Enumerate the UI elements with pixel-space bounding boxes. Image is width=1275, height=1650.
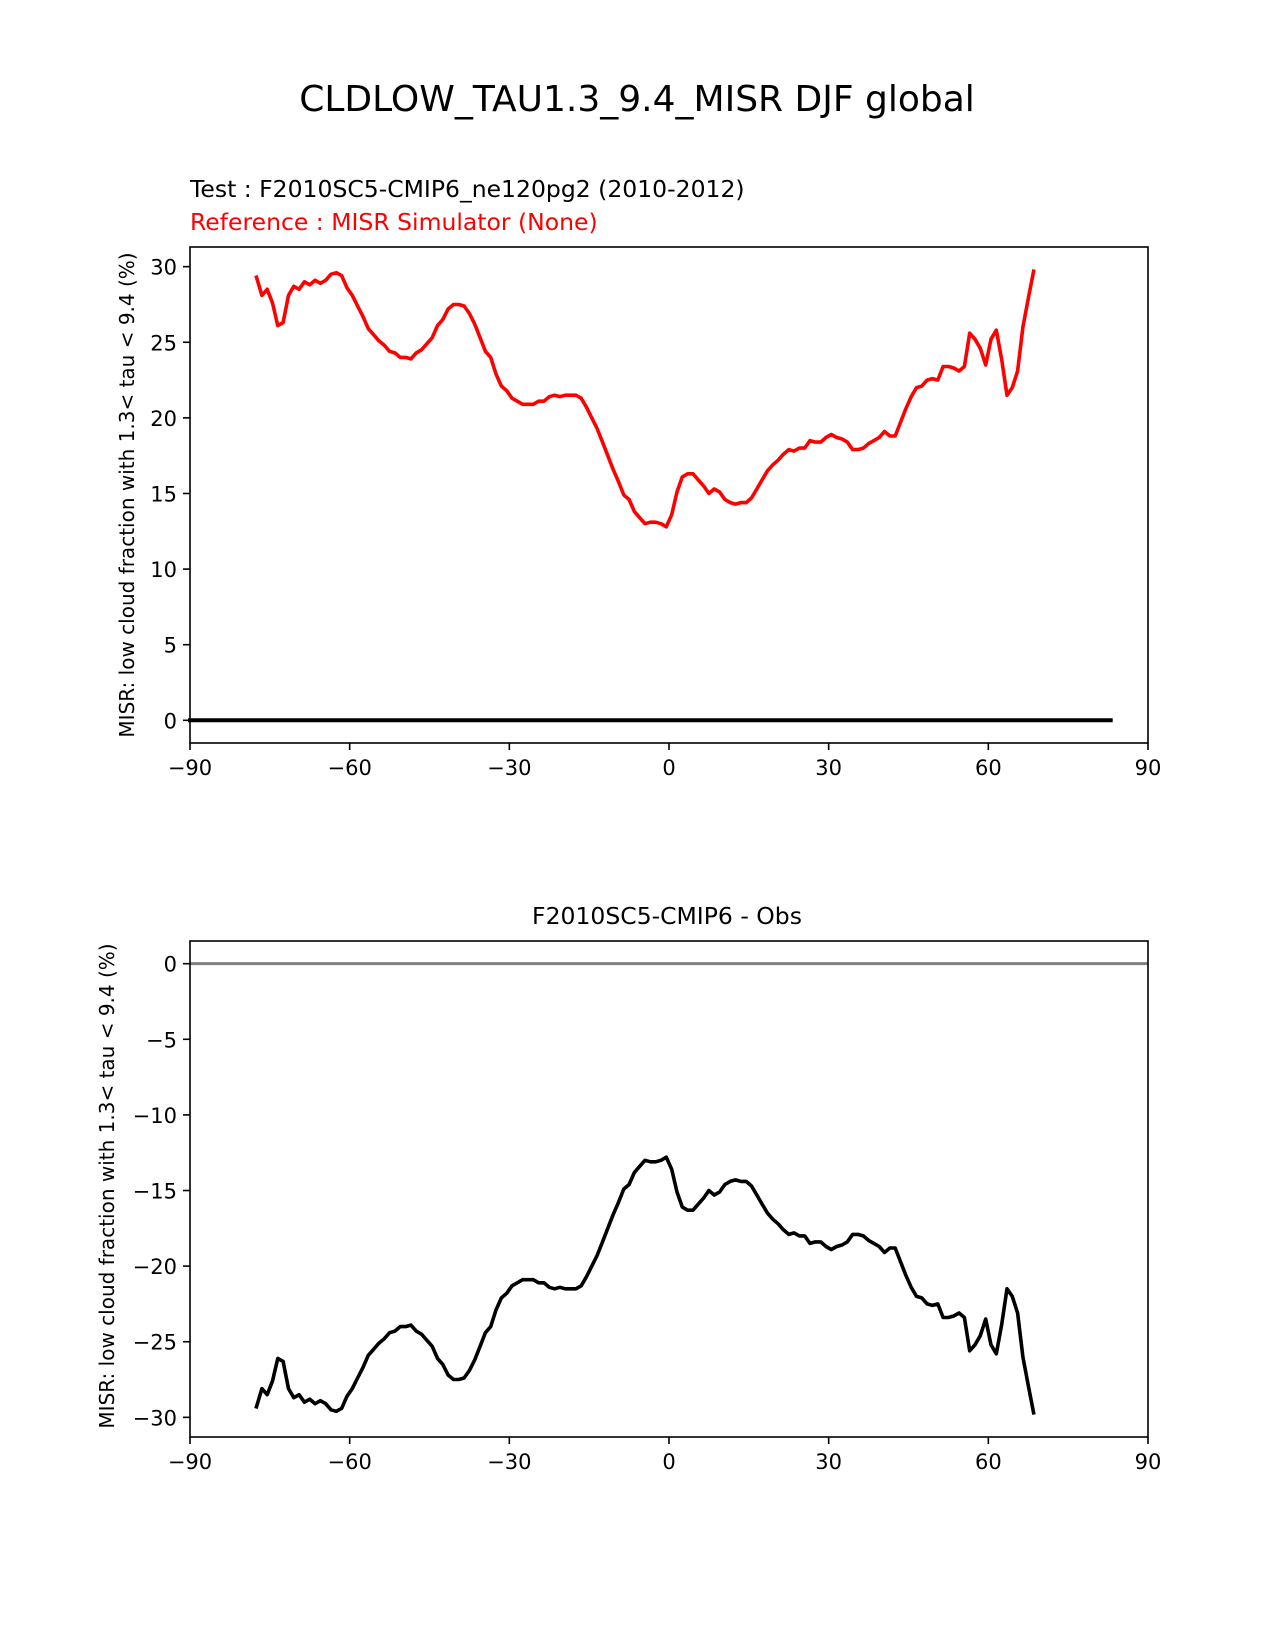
x-tick-label: 30 xyxy=(815,1450,842,1474)
top-panel: Test : F2010SC5-CMIP6_ne120pg2 (2010-201… xyxy=(115,175,1161,780)
y-tick-label: 5 xyxy=(164,634,177,658)
x-tick-label: −30 xyxy=(487,756,531,780)
x-tick-label: −90 xyxy=(168,756,212,780)
reference-label: Reference : MISR Simulator (None) xyxy=(190,208,598,236)
x-tick-label: 90 xyxy=(1135,1450,1162,1474)
y-tick-label: −15 xyxy=(133,1180,177,1204)
y-tick-label: 0 xyxy=(164,953,177,977)
top-plot-area: −90 −60 −30 0 30 60 90 0 5 10 15 20 25 30 xyxy=(150,246,1162,780)
x-tick-label: −90 xyxy=(168,1450,212,1474)
bottom-y-axis-label: MISR: low cloud fraction with 1.3< tau <… xyxy=(95,943,119,1428)
axes-frame xyxy=(189,940,1149,1438)
x-tick-label: 0 xyxy=(662,756,675,780)
y-tick-label: 15 xyxy=(150,482,177,506)
axes-frame xyxy=(189,246,1149,744)
y-tick-label: 0 xyxy=(164,709,177,733)
y-tick-label: 25 xyxy=(150,331,177,355)
bottom-panel-title: F2010SC5-CMIP6 - Obs xyxy=(532,902,802,930)
x-tick-label: 0 xyxy=(662,1450,675,1474)
x-tick-label: −60 xyxy=(328,756,372,780)
y-tick-label: 20 xyxy=(150,407,177,431)
y-tick-label: −25 xyxy=(133,1331,177,1355)
y-tick-label: −5 xyxy=(146,1028,177,1052)
y-tick-label: −30 xyxy=(133,1406,177,1430)
y-tick-label: 30 xyxy=(150,256,177,280)
top-y-axis-label: MISR: low cloud fraction with 1.3< tau <… xyxy=(115,252,139,737)
difference-series-line xyxy=(254,1155,1036,1415)
y-tick-label: 10 xyxy=(150,558,177,582)
figure-title: CLDLOW_TAU1.3_9.4_MISR DJF global xyxy=(299,79,975,120)
y-tick-label: −10 xyxy=(133,1104,177,1128)
x-tick-label: 60 xyxy=(975,756,1002,780)
bottom-panel: F2010SC5-CMIP6 - Obs −90 −60 −30 0 30 60 90 0 −5… xyxy=(95,902,1161,1474)
bottom-plot-area: −90 −60 −30 0 30 60 90 0 −5 −10 −15 −20 −25 −30 xyxy=(133,940,1162,1474)
x-tick-label: −30 xyxy=(487,1450,531,1474)
x-tick-label: 90 xyxy=(1135,756,1162,780)
x-tick-label: 60 xyxy=(975,1450,1002,1474)
x-tick-label: 30 xyxy=(815,756,842,780)
x-tick-label: −60 xyxy=(328,1450,372,1474)
test-series-line xyxy=(254,269,1036,529)
y-tick-label: −20 xyxy=(133,1255,177,1279)
test-label: Test : F2010SC5-CMIP6_ne120pg2 (2010-201… xyxy=(189,175,745,203)
